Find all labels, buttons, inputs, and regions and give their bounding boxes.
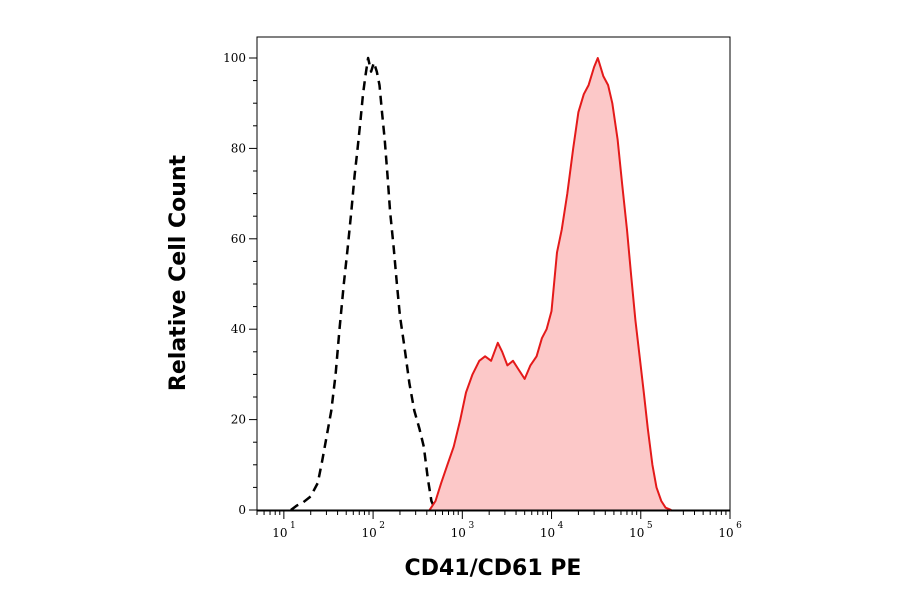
series-layer [257,56,730,511]
series-1-line [428,57,672,511]
x-axis-title: CD41/CD61 PE [405,556,582,581]
x-tick-label: 10 [361,526,376,540]
y-axis-ticks: 0 20 40 60 80 100 [223,51,257,517]
y-tick-label: 60 [231,232,246,246]
x-tick-exponent: 2 [379,521,385,531]
y-tick-label: 100 [223,51,246,65]
x-tick-exponent: 5 [647,521,653,531]
x-tick-exponent: 6 [736,521,742,531]
y-tick-label: 40 [231,322,246,336]
x-tick-label: 10 [718,526,733,540]
x-tick-label: 10 [540,526,555,540]
y-axis-title: Relative Cell Count [166,154,191,391]
x-tick-exponent: 1 [290,521,296,531]
x-tick-label: 10 [451,526,466,540]
x-tick-exponent: 3 [468,521,474,531]
series-1-fill [429,58,672,510]
y-tick-label: 80 [231,141,246,155]
x-tick-label: 10 [629,526,644,540]
x-tick-label: 10 [272,526,287,540]
y-tick-label: 0 [238,503,246,517]
y-tick-label: 20 [231,413,246,427]
x-tick-exponent: 4 [558,521,564,531]
plot-frame [256,36,731,512]
x-axis-ticks: 10 1 10 2 10 3 10 4 10 5 10 6 [256,511,742,540]
series-0-line [290,56,437,511]
